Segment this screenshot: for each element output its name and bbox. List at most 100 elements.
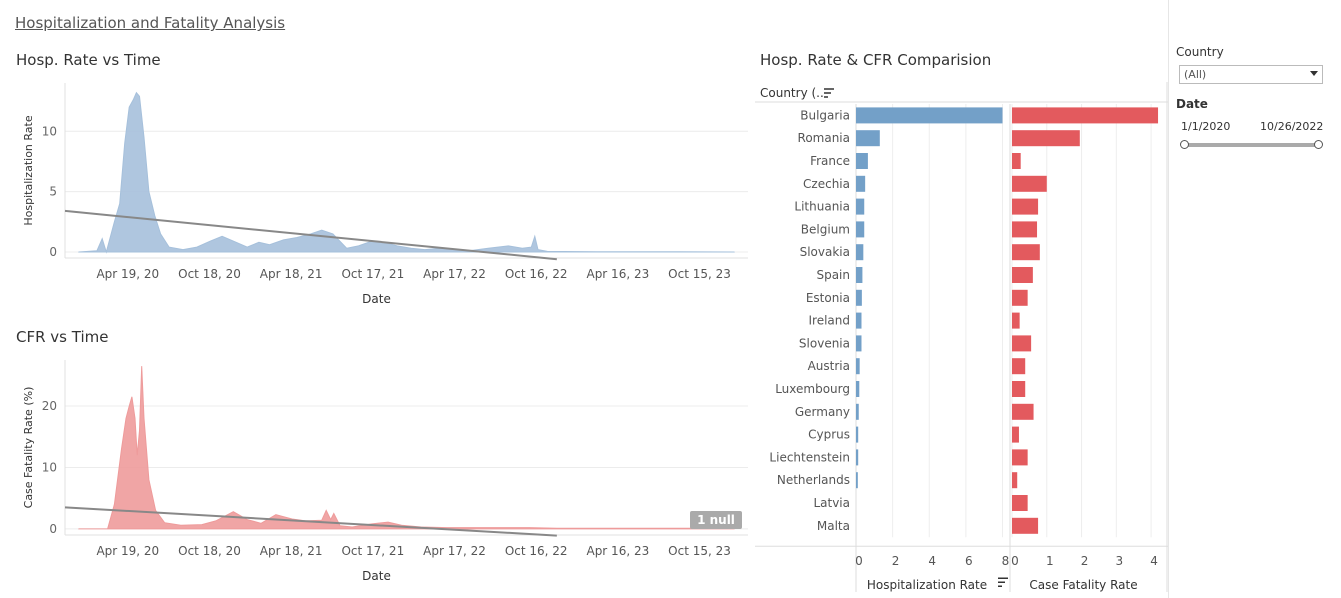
date-range-slider-track[interactable] [1185,143,1319,147]
country-label: Czechia [803,177,850,191]
country-label: Netherlands [777,473,850,487]
x-tick-label: 4 [1150,554,1158,568]
country-label: France [810,154,850,168]
y-tick-label: 10 [42,124,57,138]
country-label: Bulgaria [800,108,850,122]
x-tick-label: Oct 16, 22 [505,267,568,281]
hosp-rate-bar [856,130,880,147]
chevron-down-icon[interactable] [1310,71,1318,76]
hosp-rate-bar [856,403,859,420]
y-tick-label: 20 [42,399,57,413]
hosp-rate-bar [856,221,865,238]
country-label: Belgium [801,222,850,236]
country-label: Liechtenstein [769,450,850,464]
date-filter-label: Date [1176,97,1208,111]
y-tick-label: 5 [49,185,57,199]
x-tick-label: 6 [965,554,973,568]
date-end-value[interactable]: 10/26/2022 [1260,120,1324,133]
country-filter-label: Country [1176,45,1224,59]
date-start-value[interactable]: 1/1/2020 [1181,120,1231,133]
x-tick-label: Oct 17, 21 [341,267,404,281]
cfr-bar [1012,198,1039,215]
cfr-chart-title: CFR vs Time [16,328,109,346]
cfr-bar [1012,403,1034,420]
hosp-rate-bar [856,153,868,169]
x-tick-label: 4 [928,554,936,568]
hosp-rate-chart[interactable]: 0 5 10 Apr 19, 20 Oct 18, 20 Apr 18, 21 Oct 17… [0,75,760,310]
cfr-bar [1012,517,1039,534]
cfr-bar [1012,335,1032,352]
sort-icon [824,88,834,98]
dashboard-title: Hospitalization and Fatality Analysis [15,14,286,32]
cfr-bar [1012,107,1159,124]
cfr-bar [1012,221,1038,238]
cfr-bar [1012,495,1028,511]
hosp-rate-bar [856,449,859,466]
hosp-chart-title: Hosp. Rate vs Time [16,51,161,69]
comparison-chart-title: Hosp. Rate & CFR Comparision [760,51,992,69]
country-label: Romania [798,131,850,145]
cfr-chart[interactable]: 0 10 20 Apr 19, 20 Oct 18, 20 Apr 18, 21 Oct 1… [0,352,760,587]
cfr-bar [1012,289,1028,306]
y-tick-label: 0 [49,522,57,536]
trend-line [64,209,557,261]
hosp-rate-axis-title: Hospitalization Rate [867,578,987,592]
x-tick-label: Apr 16, 23 [586,267,649,281]
hosp-rate-bar [856,175,866,192]
x-tick-label: Oct 18, 20 [178,544,241,558]
country-label: Cyprus [808,428,850,442]
hosp-rate-bar [856,358,860,375]
cfr-bar [1012,130,1080,147]
country-label: Spain [816,268,850,282]
trend-line [64,506,557,537]
comparison-bar-chart[interactable]: Country (.. Bulgaria Romania France Czechia L… [755,82,1168,592]
cfr-bar [1012,267,1033,283]
x-axis-title: Date [362,569,391,583]
x-tick-label: Apr 19, 20 [96,267,159,281]
y-axis-title: Hospitalization Rate [22,115,35,225]
cfr-bar [1012,244,1040,261]
hosp-rate-bar [856,335,862,352]
x-tick-label: Apr 18, 21 [260,267,323,281]
row-header-label: Country (.. [760,86,824,100]
hosp-rate-bar [856,381,860,397]
area-series [78,91,735,254]
x-tick-label: Apr 18, 21 [260,544,323,558]
x-tick-label: 2 [892,554,900,568]
x-axis-title: Date [362,292,391,306]
country-label: Estonia [806,291,850,305]
x-tick-label: 0 [855,554,863,568]
y-axis-title: Case Fatality Rate (%) [22,387,35,509]
cfr-bar [1012,426,1019,443]
x-tick-label: Apr 19, 20 [96,544,159,558]
hosp-rate-bar [856,472,858,489]
y-tick-label: 10 [42,460,57,474]
x-tick-label: 8 [1002,554,1010,568]
y-tick-label: 0 [49,245,57,259]
cfr-bar [1012,381,1026,397]
x-tick-label: 0 [1011,554,1019,568]
country-label: Malta [817,519,850,533]
cfr-bar [1012,175,1047,192]
hosp-rate-bar [856,267,863,283]
x-tick-label: 1 [1046,554,1054,568]
cfr-bar [1012,449,1028,466]
country-dropdown[interactable]: (All) [1179,65,1323,84]
x-tick-label: 2 [1081,554,1089,568]
cfr-bar [1012,358,1026,375]
x-tick-label: Oct 18, 20 [178,267,241,281]
country-label: Slovenia [799,336,850,350]
date-slider-end-handle[interactable] [1314,140,1323,149]
null-badge[interactable]: 1 null [690,511,742,529]
sort-icon [998,577,1008,587]
x-tick-label: Apr 17, 22 [423,267,486,281]
hosp-rate-bar [856,198,865,215]
hosp-rate-bar [856,312,862,329]
x-tick-label: Oct 17, 21 [341,544,404,558]
date-slider-start-handle[interactable] [1180,140,1189,149]
x-tick-label: Apr 17, 22 [423,544,486,558]
area-series [78,366,735,530]
cfr-axis-title: Case Fatality Rate [1029,578,1137,592]
x-tick-label: Oct 16, 22 [505,544,568,558]
x-tick-label: Oct 15, 23 [668,267,731,281]
